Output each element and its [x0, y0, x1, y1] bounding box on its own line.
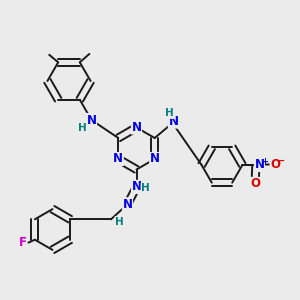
Text: H: H [115, 217, 124, 227]
Text: −: − [276, 156, 285, 166]
Text: N: N [131, 121, 142, 134]
Text: +: + [261, 157, 268, 166]
Text: F: F [19, 236, 27, 249]
Text: N: N [122, 198, 133, 211]
Text: N: N [113, 152, 123, 166]
Text: H: H [77, 123, 86, 134]
Text: N: N [150, 152, 160, 166]
Text: H: H [141, 183, 150, 194]
Text: O: O [250, 177, 260, 190]
Text: N: N [86, 113, 97, 127]
Text: N: N [168, 115, 178, 128]
Text: O: O [270, 158, 280, 171]
Text: N: N [131, 180, 142, 194]
Text: H: H [165, 108, 174, 118]
Text: N: N [254, 158, 265, 172]
